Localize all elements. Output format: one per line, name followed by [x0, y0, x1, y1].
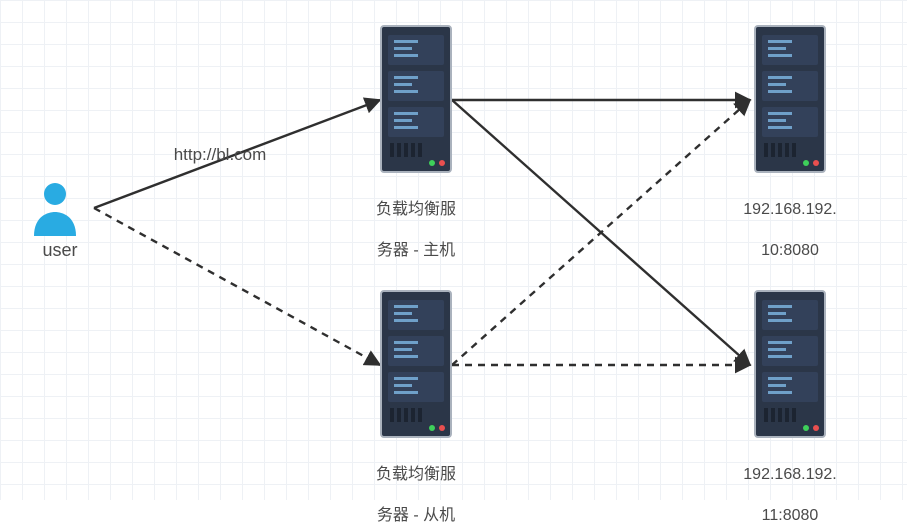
app2-label: 192.168.192. 11:8080	[740, 444, 840, 527]
lb-primary-label-line1: 负载均衡服	[376, 201, 456, 218]
lb-primary-label: 负载均衡服 务器 - 主机	[370, 179, 462, 262]
server-icon	[754, 290, 826, 438]
user-label: user	[30, 240, 90, 261]
app1-label-line2: 10:8080	[761, 242, 819, 259]
app1-label: 192.168.192. 10:8080	[740, 179, 840, 262]
lb-backup-label-line2: 务器 - 从机	[377, 507, 455, 524]
node-lb-primary: 负载均衡服 务器 - 主机	[370, 25, 462, 262]
edge-label-url: http://bl.com	[174, 145, 267, 164]
user-icon	[30, 180, 80, 236]
edge-user-to-backup	[94, 208, 380, 365]
lb-backup-label: 负载均衡服 务器 - 从机	[370, 444, 462, 527]
server-icon	[380, 290, 452, 438]
diagram-canvas: http://bl.com user	[0, 0, 907, 500]
server-icon	[380, 25, 452, 173]
lb-backup-label-line1: 负载均衡服	[376, 466, 456, 483]
lb-primary-label-line2: 务器 - 主机	[377, 242, 455, 259]
app1-label-line1: 192.168.192.	[743, 201, 836, 218]
node-app2: 192.168.192. 11:8080	[740, 290, 840, 527]
server-icon	[754, 25, 826, 173]
node-lb-backup: 负载均衡服 务器 - 从机	[370, 290, 462, 527]
app2-label-line1: 192.168.192.	[743, 466, 836, 483]
node-app1: 192.168.192. 10:8080	[740, 25, 840, 262]
app2-label-line2: 11:8080	[762, 507, 819, 524]
node-user: user	[30, 180, 90, 261]
